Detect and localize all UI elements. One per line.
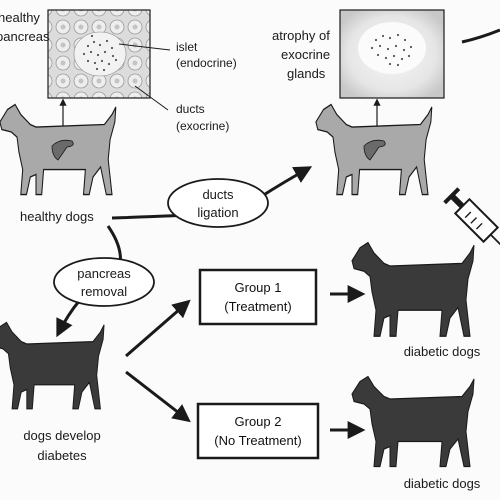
group-1-subtitle: (Treatment) [224, 299, 291, 314]
pancreas-removal-bubble: pancreas removal [53, 257, 155, 307]
ducts-ligation-label-1: ducts [202, 187, 234, 202]
group-2-title: Group 2 [235, 414, 282, 429]
atrophy-label-3: glands [287, 66, 326, 81]
dogs-develop-label-1: dogs develop [23, 428, 100, 443]
atrophy-image [339, 9, 445, 99]
ligation-arrow [261, 166, 313, 198]
top-right-arrow [461, 28, 500, 44]
diabetic-dogs-label-1: diabetic dogs [404, 344, 481, 359]
group-1-title: Group 1 [235, 280, 282, 295]
healthy-pancreas-image [47, 9, 151, 99]
syringe-icon [443, 187, 500, 250]
pancreas-removal-label-2: removal [81, 284, 127, 299]
healthy-dogs-label: healthy dogs [20, 209, 94, 224]
healthy-pancreas-label-2: pancreas [0, 29, 50, 44]
atrophy-label-2: exocrine [281, 47, 330, 62]
removal-arrow [56, 299, 82, 338]
group-2-box: Group 2 (No Treatment) [196, 402, 320, 460]
group-2-subtitle: (No Treatment) [214, 433, 301, 448]
islet-leader-line [118, 43, 171, 51]
pancreas-icon-right [363, 139, 386, 161]
ducts-ligation-label-2: ligation [197, 205, 238, 220]
group-1-box: Group 1 (Treatment) [198, 268, 318, 326]
islet-label-2: (endocrine) [176, 56, 237, 70]
ducts-label-2: (exocrine) [176, 119, 229, 133]
pancreas-icon [51, 139, 74, 161]
arrow-to-group-2 [125, 370, 191, 423]
ducts-leader-line [134, 85, 169, 111]
diabetic-dog-group-2 [351, 375, 475, 468]
ducts-ligation-bubble: ducts ligation [167, 178, 269, 228]
healthy-pancreas-label-1: healthy [0, 10, 40, 25]
diabetic-dogs-label-2: diabetic dogs [404, 476, 481, 491]
islet-label-1: islet [176, 40, 198, 54]
diabetic-dog-group-1 [351, 241, 475, 337]
pancreas-removal-label-1: pancreas [77, 266, 131, 281]
diabetic-dog-left [0, 321, 105, 410]
atrophy-label-1: atrophy of [272, 28, 330, 43]
arrow-to-group-1 [125, 299, 191, 358]
ducts-label-1: ducts [176, 102, 205, 116]
dogs-develop-label-2: diabetes [37, 448, 87, 463]
